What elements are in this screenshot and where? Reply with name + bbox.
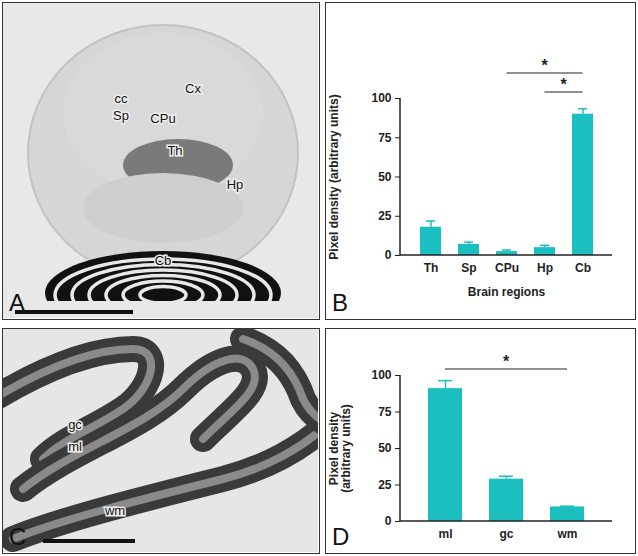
svg-text:0: 0 xyxy=(385,248,392,262)
svg-text:Sp: Sp xyxy=(113,108,129,123)
svg-text:*: * xyxy=(560,76,567,93)
svg-text:Hp: Hp xyxy=(227,177,244,192)
svg-text:wm: wm xyxy=(556,527,577,541)
svg-text:Brain regions: Brain regions xyxy=(468,285,546,299)
svg-text:100: 100 xyxy=(371,91,391,105)
svg-text:wm: wm xyxy=(104,503,125,518)
svg-text:50: 50 xyxy=(378,441,392,455)
svg-text:*: * xyxy=(541,57,548,74)
svg-text:75: 75 xyxy=(378,131,392,145)
svg-text:Cx: Cx xyxy=(185,81,201,96)
svg-text:CPu: CPu xyxy=(150,111,175,126)
svg-text:Hp: Hp xyxy=(537,261,553,275)
svg-text:75: 75 xyxy=(378,405,392,419)
svg-text:Pixel density(arbitrary units): Pixel density(arbitrary units) xyxy=(327,404,353,493)
svg-text:Th: Th xyxy=(167,143,182,158)
svg-text:25: 25 xyxy=(378,209,392,223)
svg-text:CPu: CPu xyxy=(495,261,519,275)
html-text:A: A xyxy=(9,289,25,316)
svg-text:Cb: Cb xyxy=(155,253,172,268)
svg-text:*: * xyxy=(503,353,510,370)
html-text:D: D xyxy=(332,523,350,550)
svg-text:0: 0 xyxy=(385,514,392,528)
svg-text:cc: cc xyxy=(115,91,129,106)
svg-text:Th: Th xyxy=(424,261,439,275)
svg-text:Cb: Cb xyxy=(575,261,591,275)
svg-text:Pixel density (arbitrary units: Pixel density (arbitrary units) xyxy=(327,94,341,259)
svg-text:gc: gc xyxy=(499,527,513,541)
svg-text:100: 100 xyxy=(371,368,391,382)
html-text:B: B xyxy=(332,289,348,316)
svg-text:Sp: Sp xyxy=(461,261,476,275)
svg-text:ml: ml xyxy=(438,527,452,541)
svg-text:gc: gc xyxy=(68,417,82,432)
svg-text:50: 50 xyxy=(378,170,392,184)
svg-text:ml: ml xyxy=(68,439,82,454)
svg-text:25: 25 xyxy=(378,478,392,492)
html-text:C: C xyxy=(9,523,27,550)
